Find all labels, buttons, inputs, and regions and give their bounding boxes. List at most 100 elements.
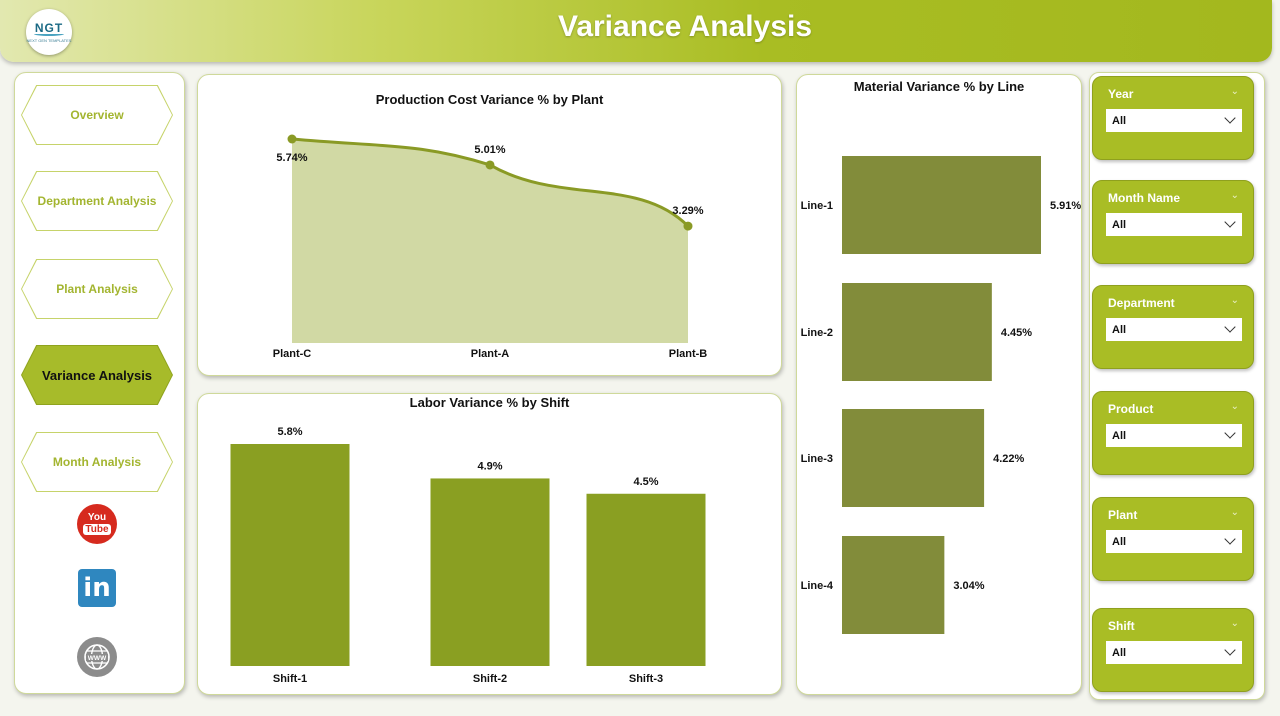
bar xyxy=(842,536,945,634)
bar xyxy=(230,444,350,666)
slicer-month-name: Month Name ⌄ All xyxy=(1092,180,1254,264)
y-tick-label: Line-1 xyxy=(801,200,833,212)
chevron-down-icon[interactable]: ⌄ xyxy=(1230,401,1239,412)
page-title: Variance Analysis xyxy=(557,10,813,43)
slicer-department: Department ⌄ All xyxy=(1092,285,1254,369)
linkedin-icon: in xyxy=(78,569,116,607)
logo-subtext: NEXT GEN TEMPLATES xyxy=(26,37,72,43)
slicer-product-title: Product xyxy=(1108,402,1154,416)
slicer-year-value: All xyxy=(1112,114,1127,127)
nav-plant-analysis-button[interactable]: Plant Analysis xyxy=(21,259,173,319)
data-label: 5.01% xyxy=(474,144,505,156)
slicer-product: Product ⌄ All xyxy=(1092,391,1254,475)
website-link[interactable]: WWW xyxy=(76,636,118,678)
nav-plant-analysis-label: Plant Analysis xyxy=(56,282,138,296)
header-bar: NGT NEXT GEN TEMPLATES Variance Analysis xyxy=(0,0,1272,62)
linkedin-link[interactable]: in xyxy=(76,567,118,609)
labor-variance-chart-title: Labor Variance % by Shift xyxy=(409,395,570,410)
x-tick-label: Shift-3 xyxy=(629,673,663,685)
data-label: 4.9% xyxy=(477,460,502,472)
dropdown-arrow-icon xyxy=(1224,112,1236,124)
data-label: 3.04% xyxy=(953,580,984,592)
data-label: 4.45% xyxy=(1001,327,1032,339)
slicer-plant-dropdown[interactable]: All xyxy=(1106,530,1242,553)
production-cost-area-chart: 5.74% Plant-C 5.01% Plant-A 3.29% Plant-B xyxy=(273,134,708,360)
slicer-month-name-dropdown[interactable]: All xyxy=(1106,213,1242,236)
data-point xyxy=(485,160,495,170)
x-tick-label: Shift-1 xyxy=(273,673,307,685)
x-tick-label: Plant-B xyxy=(669,348,708,360)
slicer-shift-dropdown[interactable]: All xyxy=(1106,641,1242,664)
nav-variance-analysis-label: Variance Analysis xyxy=(41,367,153,383)
slicer-shift-title: Shift xyxy=(1108,619,1135,633)
dropdown-arrow-icon xyxy=(1224,427,1236,439)
slicer-shift-value: All xyxy=(1112,646,1127,659)
nav-department-analysis-label: Department Analysis xyxy=(37,194,157,208)
slicer-plant-value: All xyxy=(1112,535,1127,548)
navigation-panel: Overview Department Analysis Plant Analy… xyxy=(14,72,185,694)
chevron-down-icon[interactable]: ⌄ xyxy=(1230,295,1239,306)
slicer-shift: Shift ⌄ All xyxy=(1092,608,1254,692)
data-point xyxy=(683,221,693,231)
production-cost-variance-card: Production Cost Variance % by Plant 5.74… xyxy=(197,74,782,376)
bar xyxy=(842,409,985,507)
dropdown-arrow-icon xyxy=(1224,321,1236,333)
chevron-down-icon[interactable]: ⌄ xyxy=(1230,86,1239,97)
chevron-down-icon[interactable]: ⌄ xyxy=(1230,190,1239,201)
slicer-month-name-value: All xyxy=(1112,218,1127,231)
slicer-product-value: All xyxy=(1112,429,1127,442)
data-label: 4.22% xyxy=(993,453,1024,465)
nav-variance-analysis-button[interactable]: Variance Analysis xyxy=(21,345,173,405)
data-label: 4.5% xyxy=(633,476,658,488)
svg-text:WWW: WWW xyxy=(88,655,107,662)
dropdown-arrow-icon xyxy=(1224,216,1236,228)
data-label: 3.29% xyxy=(672,205,703,217)
bar xyxy=(842,283,992,381)
logo-swoosh-icon xyxy=(34,32,64,36)
material-variance-bar-chart: 5.91% Line-1 4.45% Line-2 4.22% Line-3 3.04% Li… xyxy=(801,156,1081,634)
data-label: 5.74% xyxy=(276,152,307,164)
data-label: 5.8% xyxy=(277,426,302,438)
dropdown-arrow-icon xyxy=(1224,644,1236,656)
slicer-plant: Plant ⌄ All xyxy=(1092,497,1254,581)
x-tick-label: Shift-2 xyxy=(473,673,507,685)
youtube-icon-text-you: You xyxy=(87,512,107,523)
labor-variance-card: Labor Variance % by Shift 5.8% Shift-1 4.9… xyxy=(197,393,782,695)
nav-month-analysis-label: Month Analysis xyxy=(52,455,142,469)
bar xyxy=(430,478,550,666)
slicer-product-dropdown[interactable]: All xyxy=(1106,424,1242,447)
y-tick-label: Line-3 xyxy=(801,453,833,465)
youtube-icon-text-tube: Tube xyxy=(83,524,111,535)
nav-overview-button[interactable]: Overview xyxy=(21,85,173,145)
x-tick-label: Plant-C xyxy=(273,348,312,360)
nav-overview-label: Overview xyxy=(70,108,124,122)
chevron-down-icon[interactable]: ⌄ xyxy=(1230,618,1239,629)
company-logo: NGT NEXT GEN TEMPLATES xyxy=(26,9,72,55)
data-label: 5.91% xyxy=(1050,200,1081,212)
data-point xyxy=(287,134,297,144)
slicer-month-name-title: Month Name xyxy=(1108,191,1180,205)
slicer-year: Year ⌄ All xyxy=(1092,76,1254,160)
bar xyxy=(842,156,1041,254)
production-cost-chart-title: Production Cost Variance % by Plant xyxy=(375,92,604,107)
dropdown-arrow-icon xyxy=(1224,533,1236,545)
bar xyxy=(586,493,706,666)
nav-department-analysis-button[interactable]: Department Analysis xyxy=(21,171,173,231)
nav-month-analysis-button[interactable]: Month Analysis xyxy=(21,432,173,492)
youtube-icon: You Tube xyxy=(77,504,117,544)
youtube-link[interactable]: You Tube xyxy=(76,503,118,545)
y-tick-label: Line-4 xyxy=(801,580,834,592)
y-tick-label: Line-2 xyxy=(801,327,833,339)
filter-slicers-panel: Year ⌄ All Month Name ⌄ All Department ⌄… xyxy=(1089,72,1265,700)
slicer-year-title: Year xyxy=(1108,87,1134,101)
slicer-department-value: All xyxy=(1112,323,1127,336)
logo-text: NGT xyxy=(34,20,64,35)
material-variance-card: Material Variance % by Line 5.91% Line-1 4… xyxy=(796,74,1082,695)
slicer-year-dropdown[interactable]: All xyxy=(1106,109,1242,132)
slicer-department-dropdown[interactable]: All xyxy=(1106,318,1242,341)
x-tick-label: Plant-A xyxy=(471,348,510,360)
globe-www-icon: WWW xyxy=(77,637,117,677)
material-variance-chart-title: Material Variance % by Line xyxy=(853,79,1025,94)
chevron-down-icon[interactable]: ⌄ xyxy=(1230,507,1239,518)
area-fill xyxy=(292,139,688,343)
